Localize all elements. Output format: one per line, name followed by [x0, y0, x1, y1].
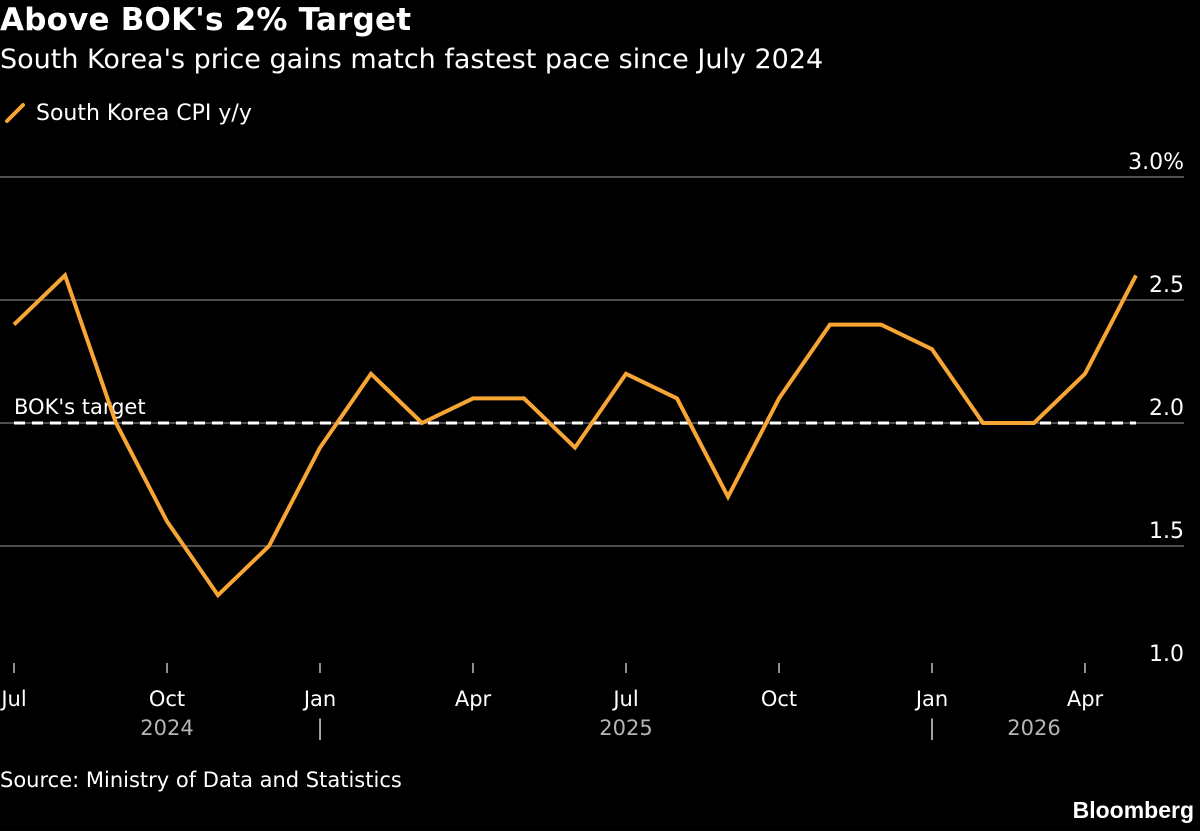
y-tick-label: 1.5 — [1149, 519, 1184, 544]
y-tick-label: 2.0 — [1149, 396, 1184, 421]
y-tick-label: 3.0% — [1128, 150, 1184, 175]
target-reference-label: BOK's target — [14, 395, 146, 419]
x-tick-label: Oct — [761, 687, 797, 711]
x-tick-label: Jan — [302, 687, 336, 711]
x-tick-label: Jul — [611, 687, 638, 711]
y-tick-label: 1.0 — [1149, 642, 1184, 667]
legend-label: South Korea CPI y/y — [36, 100, 252, 126]
legend-swatch-icon — [4, 102, 26, 124]
line-chart: 3.0% 2.5 2.0 1.5 1.0 Jul Oct Jan Apr Jul Oct Jan Apr… — [0, 150, 1184, 741]
year-label: 2024 — [140, 716, 193, 740]
chart-subtitle: South Korea's price gains match fastest … — [0, 44, 824, 75]
x-tick-label: Jul — [0, 687, 27, 711]
source-note: Source: Ministry of Data and Statistics — [0, 768, 402, 792]
brand-logo: Bloomberg — [1072, 797, 1194, 823]
year-label: 2026 — [1007, 716, 1060, 740]
x-tick-label: Oct — [149, 687, 185, 711]
x-tick-label: Apr — [455, 687, 492, 711]
x-tick-label: Apr — [1067, 687, 1104, 711]
chart-title: Above BOK's 2% Target — [0, 2, 412, 38]
year-label: 2025 — [599, 716, 652, 740]
legend: South Korea CPI y/y — [4, 98, 252, 128]
series-line — [12, 271, 1138, 599]
year-divider: | — [928, 716, 935, 741]
y-tick-label: 2.5 — [1149, 273, 1184, 298]
x-tick-label: Jan — [914, 687, 948, 711]
year-divider: | — [316, 716, 323, 741]
